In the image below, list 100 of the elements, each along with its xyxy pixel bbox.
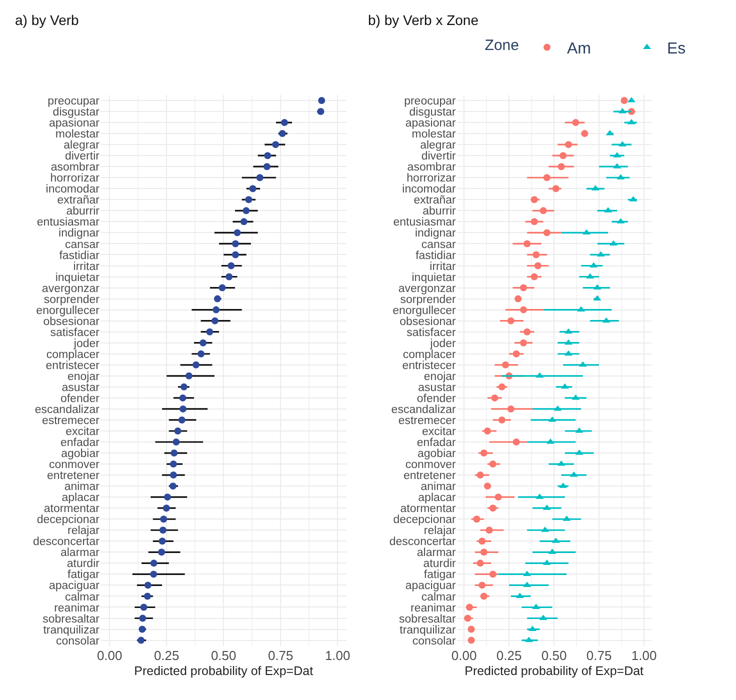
y-tick-label: estremecer [42, 414, 100, 427]
point [160, 516, 168, 523]
y-tick-label: calmar [421, 591, 456, 604]
point [192, 361, 200, 368]
x-axis-title: Predicted probability of Exp=Dat [464, 664, 644, 678]
y-tick-label: avergonzar [42, 282, 100, 295]
y-tick-label: enojar [424, 370, 456, 383]
point [524, 636, 533, 642]
y-tick-label: fatigar [68, 569, 100, 582]
point [150, 570, 158, 578]
point [179, 394, 186, 402]
point [489, 460, 496, 468]
y-tick-label: excitar [66, 426, 100, 438]
point [228, 262, 235, 270]
y-tick-label: complacer [46, 348, 100, 361]
y-tick-label: irritar [430, 260, 456, 273]
point [480, 548, 488, 556]
point [468, 626, 475, 633]
x-tick-label: 0.00 [96, 648, 122, 663]
x-tick-label: 0.50 [541, 648, 567, 663]
point [564, 141, 572, 148]
y-tick-label: entretener [403, 470, 456, 482]
point [512, 438, 520, 446]
point [170, 450, 178, 457]
point [552, 185, 560, 192]
y-tick-label: apasionar [48, 118, 100, 130]
y-tick-label: satisfacer [50, 326, 100, 339]
point [468, 636, 475, 644]
y-tick-label: escandalizar [34, 404, 100, 416]
point [602, 317, 610, 323]
point [520, 306, 527, 314]
point [540, 207, 547, 214]
y-tick-label: asombrar [407, 162, 456, 174]
y-tick-label: conmover [48, 459, 100, 472]
y-tick-label: inquietar [55, 272, 100, 284]
y-tick-label: agobiar [418, 448, 456, 460]
y-tick-label: horrorizar [50, 172, 100, 185]
x-tick-label: 1.00 [324, 648, 350, 663]
y-tick-label: fatigar [424, 569, 456, 582]
point [476, 472, 484, 479]
y-tick-label: incomodar [402, 184, 456, 196]
y-tick-label: disgustar [409, 106, 456, 119]
y-tick-label: asustar [62, 382, 100, 394]
y-tick-label: tranquilizar [43, 624, 100, 636]
point [532, 251, 540, 258]
point [486, 526, 493, 534]
point [498, 383, 506, 390]
y-tick-label: decepcionar [393, 514, 456, 526]
x-tick-label: 0.00 [451, 648, 477, 663]
y-tick-label: reanimar [54, 602, 100, 614]
point [543, 229, 550, 236]
y-tick-label: aplacar [62, 492, 100, 504]
point [507, 317, 514, 324]
y-tick-label: disgustar [52, 106, 100, 119]
y-tick-label: sobresaltar [398, 613, 456, 626]
y-tick-label: tranquilizar [400, 624, 456, 636]
point [172, 438, 180, 446]
y-tick-label: entretener [47, 470, 100, 482]
point [164, 494, 172, 501]
y-tick-label: desconcertar [389, 536, 456, 548]
point [138, 636, 145, 644]
point [560, 383, 569, 389]
point [530, 196, 538, 204]
y-tick-label: enfadar [416, 437, 456, 450]
point [548, 416, 556, 422]
y-tick-label: aburrir [66, 206, 100, 218]
y-tick-label: excitar [422, 426, 456, 438]
point [560, 152, 567, 160]
point [158, 548, 166, 556]
point [476, 560, 484, 567]
point [232, 240, 239, 248]
point [185, 372, 192, 380]
point [170, 460, 177, 468]
y-tick-label: sobresaltar [42, 613, 100, 626]
point [520, 284, 527, 292]
point [578, 361, 587, 367]
point [150, 560, 158, 567]
y-tick-label: enfadar [60, 437, 100, 450]
point [577, 306, 586, 312]
y-tick-label: reanimar [410, 602, 456, 614]
y-tick-label: divertir [421, 150, 456, 163]
y-tick-label: divertir [64, 150, 100, 163]
point [512, 350, 520, 358]
y-tick-label: apaciguar [405, 580, 456, 592]
y-tick-label: alegrar [64, 140, 100, 152]
x-tick-label: 0.50 [210, 648, 236, 663]
y-tick-label: aturdir [66, 558, 100, 570]
point [180, 383, 188, 390]
y-tick-label: alegrar [420, 140, 456, 152]
y-tick-label: inquietar [412, 272, 456, 284]
point [211, 317, 218, 324]
y-tick-label: entristecer [46, 360, 100, 372]
point [263, 163, 270, 170]
point [478, 582, 486, 589]
y-tick-label: consolar [56, 635, 100, 648]
x-tick-label: 1.00 [631, 648, 657, 663]
point [280, 119, 288, 126]
point [206, 328, 214, 336]
point [264, 152, 272, 160]
chart-title: b) by Verb x Zone [368, 12, 479, 28]
